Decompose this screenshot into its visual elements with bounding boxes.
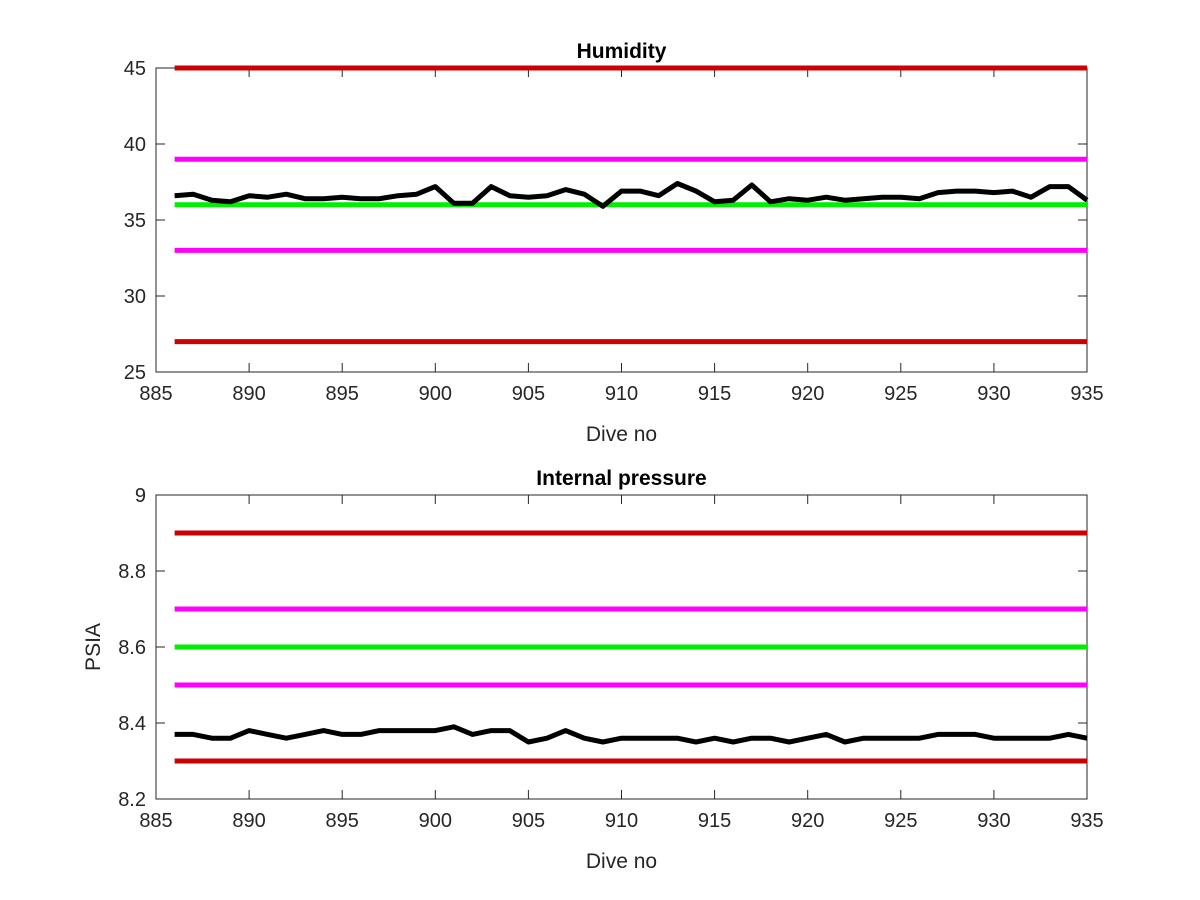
y-tick-label: 40 — [124, 134, 146, 156]
x-tick-label: 920 — [791, 383, 824, 405]
x-axis-title: Dive no — [586, 423, 657, 446]
y-tick-label: 45 — [124, 58, 146, 80]
x-tick-label: 915 — [698, 810, 731, 832]
axes-box — [155, 67, 1088, 373]
y-tick-label: 25 — [124, 362, 146, 384]
x-tick-label: 910 — [605, 383, 638, 405]
y-tick-label: 9 — [135, 485, 146, 507]
humidity-plot: 885 890 895 900 905 910 915 920 925 930 935 25 30 35 4… — [124, 40, 1104, 446]
x-tick-label: 930 — [977, 810, 1010, 832]
x-tick-label: 900 — [419, 810, 452, 832]
x-tick-label: 930 — [977, 383, 1010, 405]
y-tick-label: 8.6 — [118, 637, 146, 659]
x-tick-label: 905 — [512, 810, 545, 832]
x-tick-label: 935 — [1070, 383, 1103, 405]
x-tick-label: 915 — [698, 383, 731, 405]
series-line — [174, 724, 1088, 745]
x-tick-label: 900 — [419, 383, 452, 405]
x-tick-label: 890 — [232, 810, 265, 832]
x-tick-label: 895 — [326, 383, 359, 405]
y-tick-label: 30 — [124, 286, 146, 308]
y-tick-label: 8.8 — [118, 561, 146, 583]
x-tick-label: 910 — [605, 810, 638, 832]
x-tick-label: 920 — [791, 810, 824, 832]
y-tick-label: 35 — [124, 210, 146, 232]
y-tick-label: 8.4 — [118, 713, 146, 735]
x-tick-label: 885 — [139, 810, 172, 832]
x-tick-label: 925 — [884, 383, 917, 405]
chart-title: Humidity — [577, 40, 667, 63]
internal-pressure-plot: 885 890 895 900 905 910 915 920 925 930 935 8.2 8.4 8… — [82, 467, 1104, 873]
series-line — [174, 181, 1089, 209]
x-tick-label: 935 — [1070, 810, 1103, 832]
x-axis-title: Dive no — [586, 850, 657, 873]
x-tick-label: 890 — [232, 383, 265, 405]
x-tick-label: 885 — [139, 383, 172, 405]
y-tick-label: 8.2 — [118, 789, 146, 811]
x-tick-label: 905 — [512, 383, 545, 405]
x-tick-label: 895 — [326, 810, 359, 832]
y-axis-title: PSIA — [82, 623, 105, 671]
chart-title: Internal pressure — [536, 467, 706, 490]
x-tick-label: 925 — [884, 810, 917, 832]
